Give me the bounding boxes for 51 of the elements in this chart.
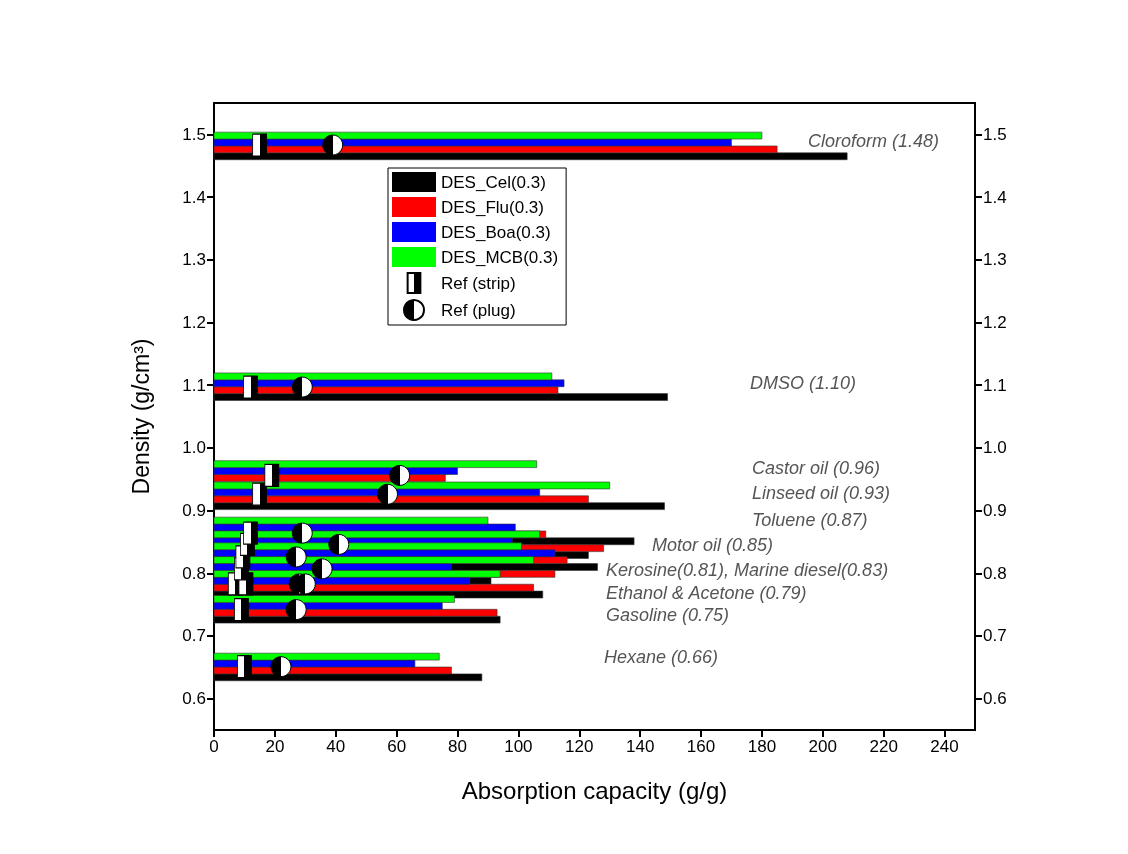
annotation: Kerosine(0.81), Marine diesel(0.83)	[606, 560, 889, 580]
x-tick-label: 200	[808, 737, 837, 756]
legend-label: Ref (plug)	[441, 300, 516, 320]
y2-tick-label: 0.9	[983, 501, 1007, 521]
annotation: DMSO (1.10)	[750, 373, 857, 393]
y2-tick-label: 1.1	[983, 375, 1007, 395]
y-tick-label: 1.5	[182, 124, 206, 144]
y-tick-label: 0.6	[182, 689, 206, 709]
y-tick-label: 0.8	[182, 563, 206, 583]
y2-tick-label: 1.0	[983, 438, 1007, 458]
legend-label: DES_Boa(0.3)	[441, 222, 551, 242]
x-tick-label: 0	[209, 737, 219, 756]
x-tick-label: 180	[747, 737, 777, 756]
y2-tick-label: 0.6	[983, 689, 1007, 709]
x-tick-label: 60	[387, 737, 407, 756]
y2-tick-label: 1.2	[983, 312, 1007, 332]
annotation: Castor oil (0.96)	[752, 458, 881, 478]
y-tick-label: 1.1	[182, 375, 206, 395]
x-tick-label: 40	[326, 737, 346, 756]
y-tick-label: 1.4	[182, 187, 206, 207]
legend-label: Ref (strip)	[441, 273, 516, 293]
y2-tick-label: 1.5	[983, 124, 1007, 144]
y2-tick-label: 1.3	[983, 250, 1007, 270]
x-tick-label: 160	[686, 737, 716, 756]
x-tick-label: 220	[869, 737, 898, 756]
y-tick-label: 1.2	[182, 312, 206, 332]
x-tick-label: 240	[930, 737, 959, 756]
x-tick-label: 20	[265, 737, 285, 756]
y2-tick-label: 0.8	[983, 563, 1007, 583]
y-tick-label: 1.3	[182, 250, 206, 270]
y-tick-label: 0.7	[182, 626, 206, 646]
annotation: Motor oil (0.85)	[652, 535, 774, 555]
y2-tick-label: 0.7	[983, 626, 1007, 646]
legend-label: DES_Cel(0.3)	[441, 172, 546, 192]
annotation: Linseed oil (0.93)	[752, 483, 891, 503]
annotation: Gasoline (0.75)	[606, 605, 730, 625]
y-tick-label: 0.9	[182, 501, 206, 521]
x-tick-label: 120	[565, 737, 594, 756]
x-axis-title: Absorption capacity (g/g)	[461, 776, 728, 804]
annotation: Cloroform (1.48)	[808, 131, 940, 151]
legend-label: DES_Flu(0.3)	[441, 197, 544, 217]
y2-tick-label: 1.4	[983, 187, 1007, 207]
x-tick-label: 140	[625, 737, 655, 756]
annotation: Toluene (0.87)	[752, 510, 868, 530]
y-tick-label: 1.0	[182, 438, 206, 458]
x-tick-label: 80	[448, 737, 467, 756]
x-tick-label: 100	[504, 737, 533, 756]
y-axis-title: Density (g/cm³)	[127, 338, 154, 495]
legend-label: DES_MCB(0.3)	[441, 247, 559, 267]
annotation: Ethanol & Acetone (0.79)	[606, 583, 807, 603]
annotation: Hexane (0.66)	[604, 647, 719, 667]
